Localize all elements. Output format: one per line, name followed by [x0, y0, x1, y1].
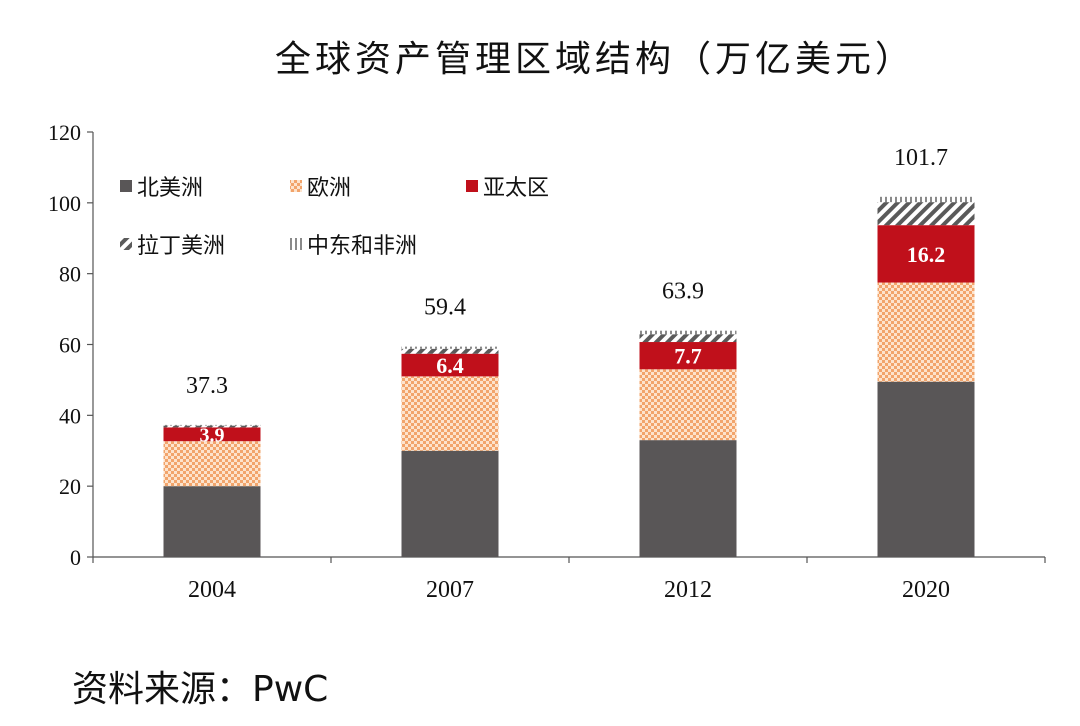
- x-tick-label: 2004: [188, 577, 236, 603]
- legend-label-europe: 欧洲: [307, 176, 351, 201]
- y-tick-label: 80: [59, 262, 81, 287]
- total-label: 59.4: [424, 295, 466, 321]
- legend-label-latin_america: 拉丁美洲: [137, 234, 225, 259]
- bar-segment-asia_pacific: [877, 225, 975, 283]
- bar-segment-north_america: [163, 486, 261, 557]
- bar-segment-latin_america: [639, 334, 737, 343]
- legend-swatch-europe: [290, 180, 302, 192]
- source-note: 资料来源：PwC: [72, 669, 329, 710]
- bar-segment-latin_america: [877, 202, 975, 226]
- y-tick-label: 60: [59, 333, 81, 358]
- bar-segment-mea: [401, 346, 499, 349]
- bar-segment-europe: [877, 282, 975, 382]
- bar-segment-latin_america: [401, 348, 499, 354]
- bar-segment-europe: [401, 376, 499, 451]
- bar-segment-north_america: [401, 450, 499, 557]
- chart-bars: [163, 196, 975, 557]
- y-tick-label: 100: [48, 191, 81, 216]
- bar-segment-asia_pacific: [401, 353, 499, 377]
- bar-segment-mea: [163, 424, 261, 426]
- data-label-asia_pacific: 3.9: [200, 424, 225, 446]
- y-tick-label: 0: [70, 545, 81, 570]
- bar-segment-mea: [639, 330, 737, 335]
- chart-axes: 0 20 40 60 80 100 120: [48, 120, 1046, 570]
- chart-labels: 3.9 37.3 2004 6.4 59.4 2007 7.7 63.9 2012 16.2 101…: [186, 145, 950, 603]
- bar-segment-north_america: [877, 381, 975, 557]
- bar-segment-asia_pacific: [163, 427, 261, 442]
- bar-segment-europe: [639, 369, 737, 441]
- bar-segment-europe: [163, 441, 261, 487]
- bar-segment-latin_america: [163, 425, 261, 428]
- x-tick-label: 2007: [426, 577, 474, 603]
- bar-segment-asia_pacific: [639, 342, 737, 370]
- y-tick-label: 40: [59, 403, 81, 428]
- legend-label-mea: 中东和非洲: [307, 234, 417, 259]
- legend-swatch-latin_america: [120, 238, 132, 250]
- total-label: 37.3: [186, 373, 228, 399]
- bar-segment-mea: [877, 196, 975, 203]
- legend-swatch-north_america: [120, 180, 132, 192]
- total-label: 63.9: [662, 279, 704, 305]
- legend-label-asia_pacific: 亚太区: [483, 176, 549, 201]
- legend-label-north_america: 北美洲: [137, 176, 203, 201]
- chart-title: 全球资产管理区域结构（万亿美元）: [274, 39, 915, 80]
- bar-segment-north_america: [639, 440, 737, 557]
- x-tick-label: 2012: [664, 577, 712, 603]
- legend-swatch-asia_pacific: [466, 180, 478, 192]
- total-label: 101.7: [894, 145, 948, 171]
- x-tick-label: 2020: [902, 577, 950, 603]
- data-label-asia_pacific: 7.7: [674, 344, 702, 369]
- y-tick-label: 120: [48, 120, 81, 145]
- y-tick-label: 20: [59, 474, 81, 499]
- legend-swatch-mea: [290, 238, 302, 250]
- data-label-asia_pacific: 16.2: [907, 242, 946, 267]
- data-label-asia_pacific: 6.4: [436, 353, 464, 378]
